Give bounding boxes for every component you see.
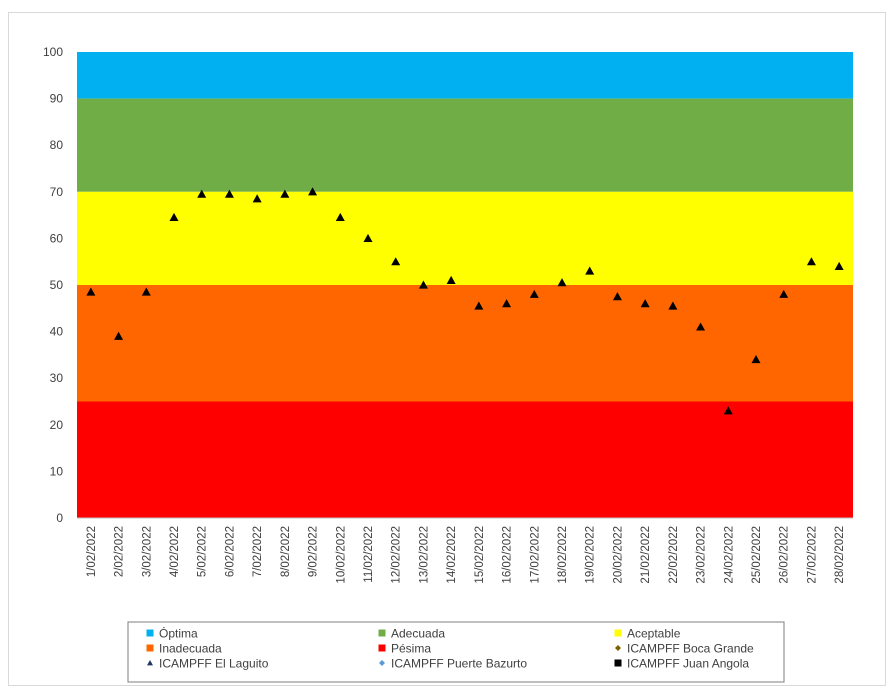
x-tick-label: 7/02/2022 bbox=[252, 526, 264, 577]
legend-symbol bbox=[146, 644, 154, 652]
data-point bbox=[197, 189, 207, 198]
data-point bbox=[779, 289, 789, 298]
x-tick-label: 1/02/2022 bbox=[86, 526, 98, 577]
x-tick-label: 24/02/2022 bbox=[723, 526, 735, 584]
x-tick-label: 3/02/2022 bbox=[141, 526, 153, 577]
data-point bbox=[529, 289, 539, 298]
band-4 bbox=[77, 401, 853, 518]
x-tick-label: 18/02/2022 bbox=[557, 526, 569, 584]
legend-label: ICAMPFF Boca Grande bbox=[627, 642, 754, 656]
x-tick-label: 4/02/2022 bbox=[169, 526, 181, 577]
y-axis: 0 10 20 30 40 50 60 70 80 90 100 bbox=[43, 45, 63, 525]
data-point bbox=[668, 301, 678, 310]
data-point bbox=[723, 406, 733, 415]
legend-label: ICAMPFF Puerte Bazurto bbox=[391, 657, 527, 671]
x-tick-label: 12/02/2022 bbox=[391, 526, 403, 584]
legend-box bbox=[127, 621, 785, 683]
legend-symbol bbox=[147, 660, 153, 666]
legend-label: Aceptable bbox=[627, 627, 681, 641]
x-tick-label: 6/02/2022 bbox=[224, 526, 236, 577]
legend-symbol bbox=[378, 644, 386, 652]
data-point bbox=[308, 187, 318, 196]
legend-label: Óptima bbox=[159, 626, 198, 641]
x-tick-label: 5/02/2022 bbox=[197, 526, 209, 577]
x-tick-label: 9/02/2022 bbox=[308, 526, 320, 577]
x-tick-label: 25/02/2022 bbox=[751, 526, 763, 584]
x-tick-label: 22/02/2022 bbox=[668, 526, 680, 584]
data-point bbox=[252, 194, 262, 203]
y-tick-label: 60 bbox=[50, 231, 64, 245]
data-point bbox=[335, 212, 345, 222]
legend-symbol bbox=[378, 629, 386, 637]
data-point bbox=[585, 266, 595, 275]
data-point bbox=[557, 278, 567, 287]
x-tick-label: 21/02/2022 bbox=[640, 526, 652, 584]
band-3 bbox=[77, 285, 853, 402]
legend-symbol bbox=[379, 660, 385, 666]
y-tick-label: 10 bbox=[50, 464, 64, 478]
x-tick-label: 2/02/2022 bbox=[114, 526, 126, 577]
data-point bbox=[224, 189, 234, 198]
y-tick-label: 30 bbox=[50, 371, 64, 385]
x-tick-label: 23/02/2022 bbox=[696, 526, 708, 584]
data-point bbox=[834, 261, 844, 270]
y-tick-label: 70 bbox=[50, 185, 64, 199]
x-tick-label: 13/02/2022 bbox=[418, 526, 430, 584]
data-point bbox=[474, 301, 484, 310]
legend-symbol bbox=[146, 629, 154, 637]
x-tick-label: 16/02/2022 bbox=[502, 526, 514, 584]
y-tick-label: 0 bbox=[56, 511, 63, 525]
data-point bbox=[751, 355, 761, 364]
band-0 bbox=[77, 52, 853, 99]
x-tick-label: 17/02/2022 bbox=[529, 526, 541, 584]
data-point bbox=[418, 280, 428, 289]
data-point bbox=[280, 189, 290, 198]
data-point bbox=[86, 287, 96, 296]
series-points bbox=[86, 187, 844, 415]
x-tick-label: 10/02/2022 bbox=[335, 526, 347, 584]
legend-symbol bbox=[614, 659, 622, 667]
band-layer bbox=[77, 52, 853, 518]
x-tick-label: 8/02/2022 bbox=[280, 526, 292, 577]
x-tick-label: 11/02/2022 bbox=[363, 526, 375, 583]
x-tick-label: 28/02/2022 bbox=[834, 526, 846, 584]
band-2 bbox=[77, 191, 853, 285]
data-point bbox=[169, 212, 179, 222]
data-point bbox=[363, 233, 373, 242]
data-point bbox=[391, 257, 401, 266]
y-tick-label: 80 bbox=[50, 138, 64, 152]
band-1 bbox=[77, 98, 853, 192]
y-tick-label: 50 bbox=[50, 278, 64, 292]
data-point bbox=[141, 287, 151, 296]
legend-label: Pésima bbox=[391, 642, 431, 656]
x-tick-label: 14/02/2022 bbox=[446, 526, 458, 584]
x-axis: 1/02/2022 2/02/2022 3/02/2022 4/02/2022 5/02… bbox=[77, 517, 853, 584]
y-tick-label: 100 bbox=[43, 45, 63, 59]
data-point bbox=[696, 322, 706, 331]
y-tick-label: 90 bbox=[50, 92, 64, 106]
x-tick-label: 19/02/2022 bbox=[585, 526, 597, 584]
x-tick-label: 15/02/2022 bbox=[474, 526, 486, 584]
data-point bbox=[612, 292, 622, 301]
x-tick-label: 26/02/2022 bbox=[779, 526, 791, 584]
data-point bbox=[640, 299, 650, 308]
legend-symbol bbox=[614, 629, 622, 637]
legend-label: ICAMPFF El Laguito bbox=[159, 657, 269, 671]
data-point bbox=[502, 299, 512, 308]
legend-label: ICAMPFF Juan Angola bbox=[627, 657, 749, 671]
legend-symbol bbox=[615, 645, 621, 651]
x-tick-label: 27/02/2022 bbox=[806, 526, 818, 584]
y-tick-label: 20 bbox=[50, 418, 64, 432]
data-point bbox=[446, 275, 456, 284]
legend-label: Adecuada bbox=[391, 627, 445, 641]
legend-label: Inadecuada bbox=[159, 642, 222, 656]
data-point bbox=[114, 331, 124, 340]
x-tick-label: 20/02/2022 bbox=[612, 526, 624, 584]
y-tick-label: 40 bbox=[50, 325, 64, 339]
data-point bbox=[806, 257, 816, 266]
